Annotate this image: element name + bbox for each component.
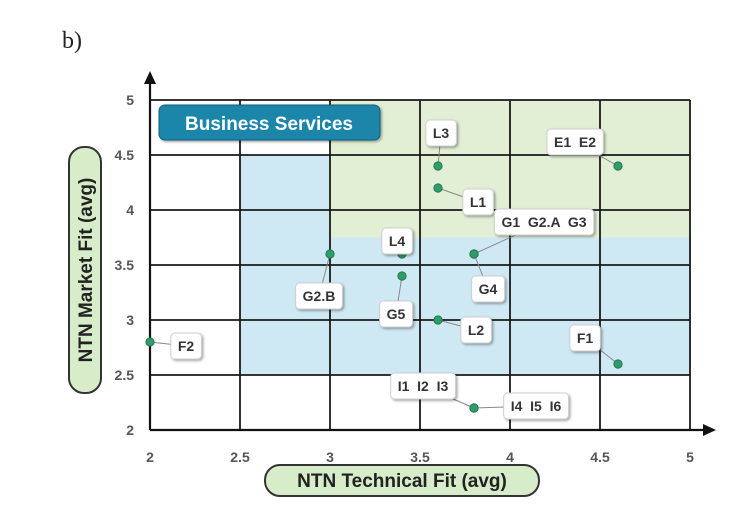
y-tick-label: 5 — [126, 92, 134, 108]
y-axis-label-bg — [68, 146, 102, 394]
point-label-box-e1-e2 — [546, 128, 604, 156]
y-axis-label: NTN Market Fit (avg) — [68, 146, 102, 394]
point-label-i4-i5-i6: I4 I5 I6 — [511, 398, 562, 414]
x-tick-label: 4.5 — [590, 449, 610, 465]
point-e1-e2 — [613, 161, 623, 171]
point-label-g1-g2a-g3: G1 G2.A G3 — [501, 214, 586, 230]
point-label-box-i4-i5-i6 — [503, 392, 570, 420]
point-f1 — [613, 359, 623, 369]
x-tick-label: 4 — [506, 449, 514, 465]
point-labels: L3 L1 E1 E2 L4 G1 G2.A G3 G4 G2.B G5 L2 F1 F2 I1 I2… — [170, 119, 604, 420]
y-axis-arrow — [144, 71, 156, 84]
point-label-l1: L1 — [470, 194, 487, 210]
y-tick-label: 4.5 — [115, 147, 135, 163]
point-label-g5: G5 — [387, 306, 406, 322]
axes — [144, 71, 716, 436]
point-f2 — [145, 337, 155, 347]
point-label-box-i1-i2-i3 — [390, 372, 457, 400]
y-tick-label: 2 — [126, 422, 134, 438]
y-axis-title: NTN Market Fit (avg) — [76, 178, 97, 363]
point-l3 — [433, 161, 443, 171]
point-label-e1-e2: E1 E2 — [554, 134, 596, 150]
point-label-i1-i2-i3: I1 I2 I3 — [398, 378, 449, 394]
point-label-box-l4 — [381, 227, 413, 255]
panel-label: b) — [62, 28, 82, 54]
point-label-g4: G4 — [479, 281, 498, 297]
y-tick-label: 2.5 — [115, 367, 135, 383]
point-label-box-g1-g2a-g3 — [493, 208, 595, 236]
region-1 — [240, 155, 330, 238]
y-tick-label: 3.5 — [115, 257, 135, 273]
point-label-box-l1 — [462, 188, 494, 216]
chart-title: Business Services — [185, 114, 353, 135]
x-axis-label: NTN Technical Fit (avg) — [264, 464, 540, 497]
x-tick-labels: 2 2.5 3 3.5 4 4.5 5 — [146, 449, 694, 465]
point-g4 — [469, 249, 479, 259]
point-label-f2: F2 — [178, 338, 195, 354]
point-g2b — [325, 249, 335, 259]
point-label-box-f2 — [170, 332, 202, 360]
point-label-l3: L3 — [433, 125, 450, 141]
title-badge: Business Services — [158, 104, 381, 141]
y-tick-label: 3 — [126, 312, 134, 328]
x-tick-label: 2 — [146, 449, 154, 465]
x-tick-label: 3 — [326, 449, 334, 465]
point-l2 — [433, 315, 443, 325]
x-axis-label-bg — [264, 464, 540, 497]
point-label-box-g5 — [379, 300, 414, 328]
x-tick-label: 3.5 — [410, 449, 430, 465]
x-axis-arrow — [703, 424, 716, 436]
y-tick-label: 4 — [126, 202, 134, 218]
y-tick-labels: 2 2.5 3 3.5 4 4.5 5 — [115, 92, 135, 438]
point-label-box-g4 — [471, 275, 506, 303]
point-label-box-f1 — [569, 324, 601, 352]
point-label-l2: L2 — [468, 322, 485, 338]
point-label-box-l2 — [460, 316, 492, 344]
point-i4-i5-i6 — [469, 403, 479, 413]
point-l1 — [433, 183, 443, 193]
point-label-f1: F1 — [577, 330, 594, 346]
x-axis-title: NTN Technical Fit (avg) — [297, 471, 507, 492]
point-label-box-g2b — [295, 282, 343, 310]
point-label-l4: L4 — [389, 233, 406, 249]
x-tick-label: 5 — [686, 449, 694, 465]
x-tick-label: 2.5 — [230, 449, 250, 465]
point-label-box-l3 — [425, 119, 457, 147]
point-label-g2b: G2.B — [303, 288, 336, 304]
title-badge-bg — [158, 104, 381, 141]
point-g5 — [397, 271, 407, 281]
